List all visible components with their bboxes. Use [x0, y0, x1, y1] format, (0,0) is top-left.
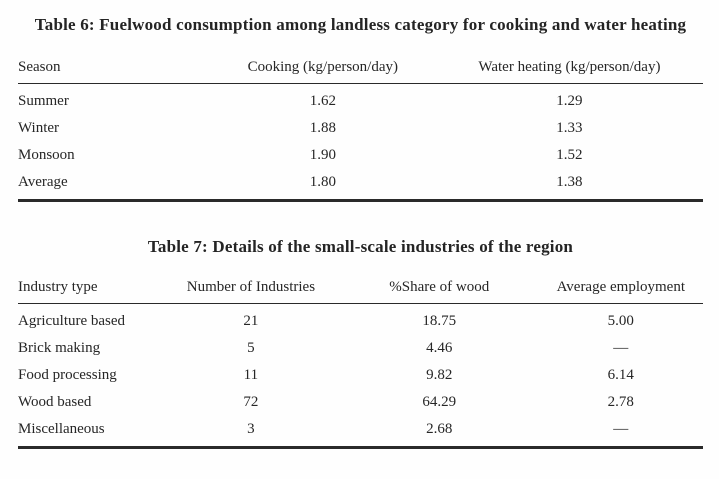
table6-title: Table 6: Fuelwood consumption among land… — [34, 15, 687, 34]
table-row: Agriculture based 21 18.75 5.00 — [18, 304, 703, 336]
header-row: Season Cooking (kg/person/day) Water heati… — [18, 59, 703, 84]
row-label-cell: Food processing — [18, 367, 117, 383]
table-row: Monsoon 1.90 1.52 — [18, 142, 703, 169]
value-cell: 21 — [243, 313, 259, 329]
table-row: Brick making 5 4.46 — — [18, 335, 703, 362]
value-cell: — — [613, 340, 629, 356]
column-header: Number of Industries — [161, 279, 340, 304]
table-row: Food processing 11 9.82 6.14 — [18, 362, 703, 389]
row-label-cell: Miscellaneous — [18, 421, 105, 437]
row-label-cell: Winter — [18, 120, 60, 136]
value-cell: 1.29 — [556, 93, 583, 109]
value-cell: 1.33 — [556, 120, 583, 136]
value-cell: 1.62 — [309, 93, 336, 109]
value-cell: 1.88 — [309, 120, 336, 136]
table-row: Summer 1.62 1.29 — [18, 84, 703, 116]
column-header: Average employment — [538, 279, 703, 304]
row-label-cell: Wood based — [18, 394, 92, 410]
value-cell: 4.46 — [426, 340, 453, 356]
row-label-cell: Agriculture based — [18, 313, 126, 329]
table7: Industry type Number of Industries %Share … — [18, 279, 703, 449]
row-label-cell: Average — [18, 174, 68, 190]
value-cell: 72 — [243, 394, 259, 410]
table7-title: Table 7: Details of the small-scale indu… — [147, 237, 574, 256]
table-row: Wood based 72 64.29 2.78 — [18, 389, 703, 416]
value-cell: 5.00 — [607, 313, 634, 329]
table-row: Winter 1.88 1.33 — [18, 115, 703, 142]
value-cell: 1.38 — [556, 174, 583, 190]
value-cell: 11 — [243, 367, 259, 383]
table6-section: Table 6: Fuelwood consumption among land… — [18, 12, 703, 202]
value-cell: 2.68 — [426, 421, 453, 437]
value-cell: 64.29 — [422, 394, 457, 410]
column-header: %Share of wood — [339, 279, 539, 304]
row-label-cell: Monsoon — [18, 147, 75, 163]
value-cell: 6.14 — [607, 367, 634, 383]
column-header: Cooking (kg/person/day) — [209, 59, 436, 84]
table7-section: Table 7: Details of the small-scale indu… — [18, 234, 703, 449]
row-label-cell: Summer — [18, 93, 69, 109]
value-cell: 1.80 — [309, 174, 336, 190]
value-cell: 2.78 — [607, 394, 634, 410]
value-cell: 9.82 — [426, 367, 453, 383]
column-header: Water heating (kg/person/day) — [435, 59, 703, 84]
table-row: Average 1.80 1.38 — [18, 169, 703, 201]
value-cell: 5 — [247, 340, 255, 356]
row-label-cell: Brick making — [18, 340, 101, 356]
value-cell: 3 — [247, 421, 255, 437]
column-header: Industry type — [18, 279, 162, 304]
table6: Season Cooking (kg/person/day) Water heati… — [18, 59, 703, 202]
header-row: Industry type Number of Industries %Share … — [18, 279, 703, 304]
value-cell: 1.52 — [556, 147, 583, 163]
value-cell: 18.75 — [422, 313, 457, 329]
column-header: Season — [18, 59, 210, 84]
value-cell: — — [613, 421, 629, 437]
table-row: Miscellaneous 3 2.68 — — [18, 416, 703, 448]
value-cell: 1.90 — [309, 147, 336, 163]
